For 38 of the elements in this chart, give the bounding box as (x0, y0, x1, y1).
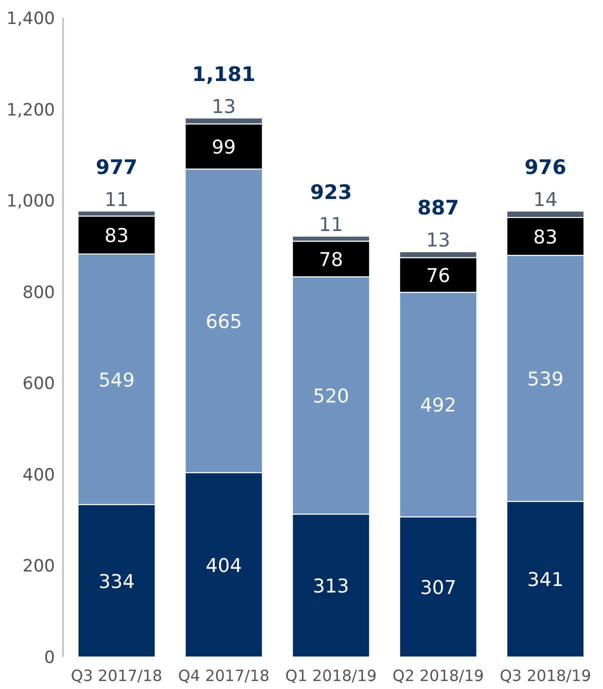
data-label: 11 (104, 189, 129, 212)
data-label: 78 (318, 248, 344, 271)
data-label: 313 (312, 576, 350, 598)
y-tick-label: 1,000 (6, 192, 55, 212)
data-label: 14 (533, 189, 558, 212)
y-tick-label: 400 (22, 465, 55, 486)
x-tick-label: Q3 2017/18 (70, 667, 162, 685)
data-label: 307 (420, 576, 456, 599)
data-label: 404 (206, 554, 242, 577)
data-label: 13 (426, 230, 450, 252)
total-label: 887 (417, 196, 460, 220)
data-label: 341 (527, 569, 564, 592)
data-label: 520 (312, 385, 350, 408)
x-tick-label: Q3 2018/19 (500, 667, 592, 685)
y-tick-label: 0 (44, 648, 55, 668)
x-tick-label: Q4 2017/18 (178, 667, 270, 685)
total-label: 1,181 (192, 62, 256, 86)
y-tick-label: 1,200 (6, 100, 55, 120)
data-label: 334 (98, 570, 135, 593)
data-label: 76 (426, 264, 450, 287)
data-label: 665 (206, 310, 242, 333)
y-tick-label: 800 (22, 282, 55, 303)
data-label: 539 (527, 368, 564, 390)
total-label: 923 (310, 180, 352, 204)
x-tick-label: Q1 2018/19 (285, 667, 377, 685)
total-label: 977 (96, 155, 138, 180)
data-label: 549 (98, 369, 135, 392)
data-label: 83 (533, 226, 558, 248)
data-label: 13 (212, 96, 236, 118)
data-label: 492 (420, 394, 456, 417)
y-tick-label: 200 (22, 556, 55, 577)
data-label: 99 (212, 136, 236, 158)
total-label: 976 (524, 155, 566, 180)
data-label: 83 (104, 225, 129, 248)
y-tick-label: 1,400 (6, 9, 55, 29)
y-tick-label: 600 (22, 374, 55, 394)
data-label: 11 (318, 214, 344, 236)
x-tick-label: Q2 2018/19 (392, 667, 484, 685)
